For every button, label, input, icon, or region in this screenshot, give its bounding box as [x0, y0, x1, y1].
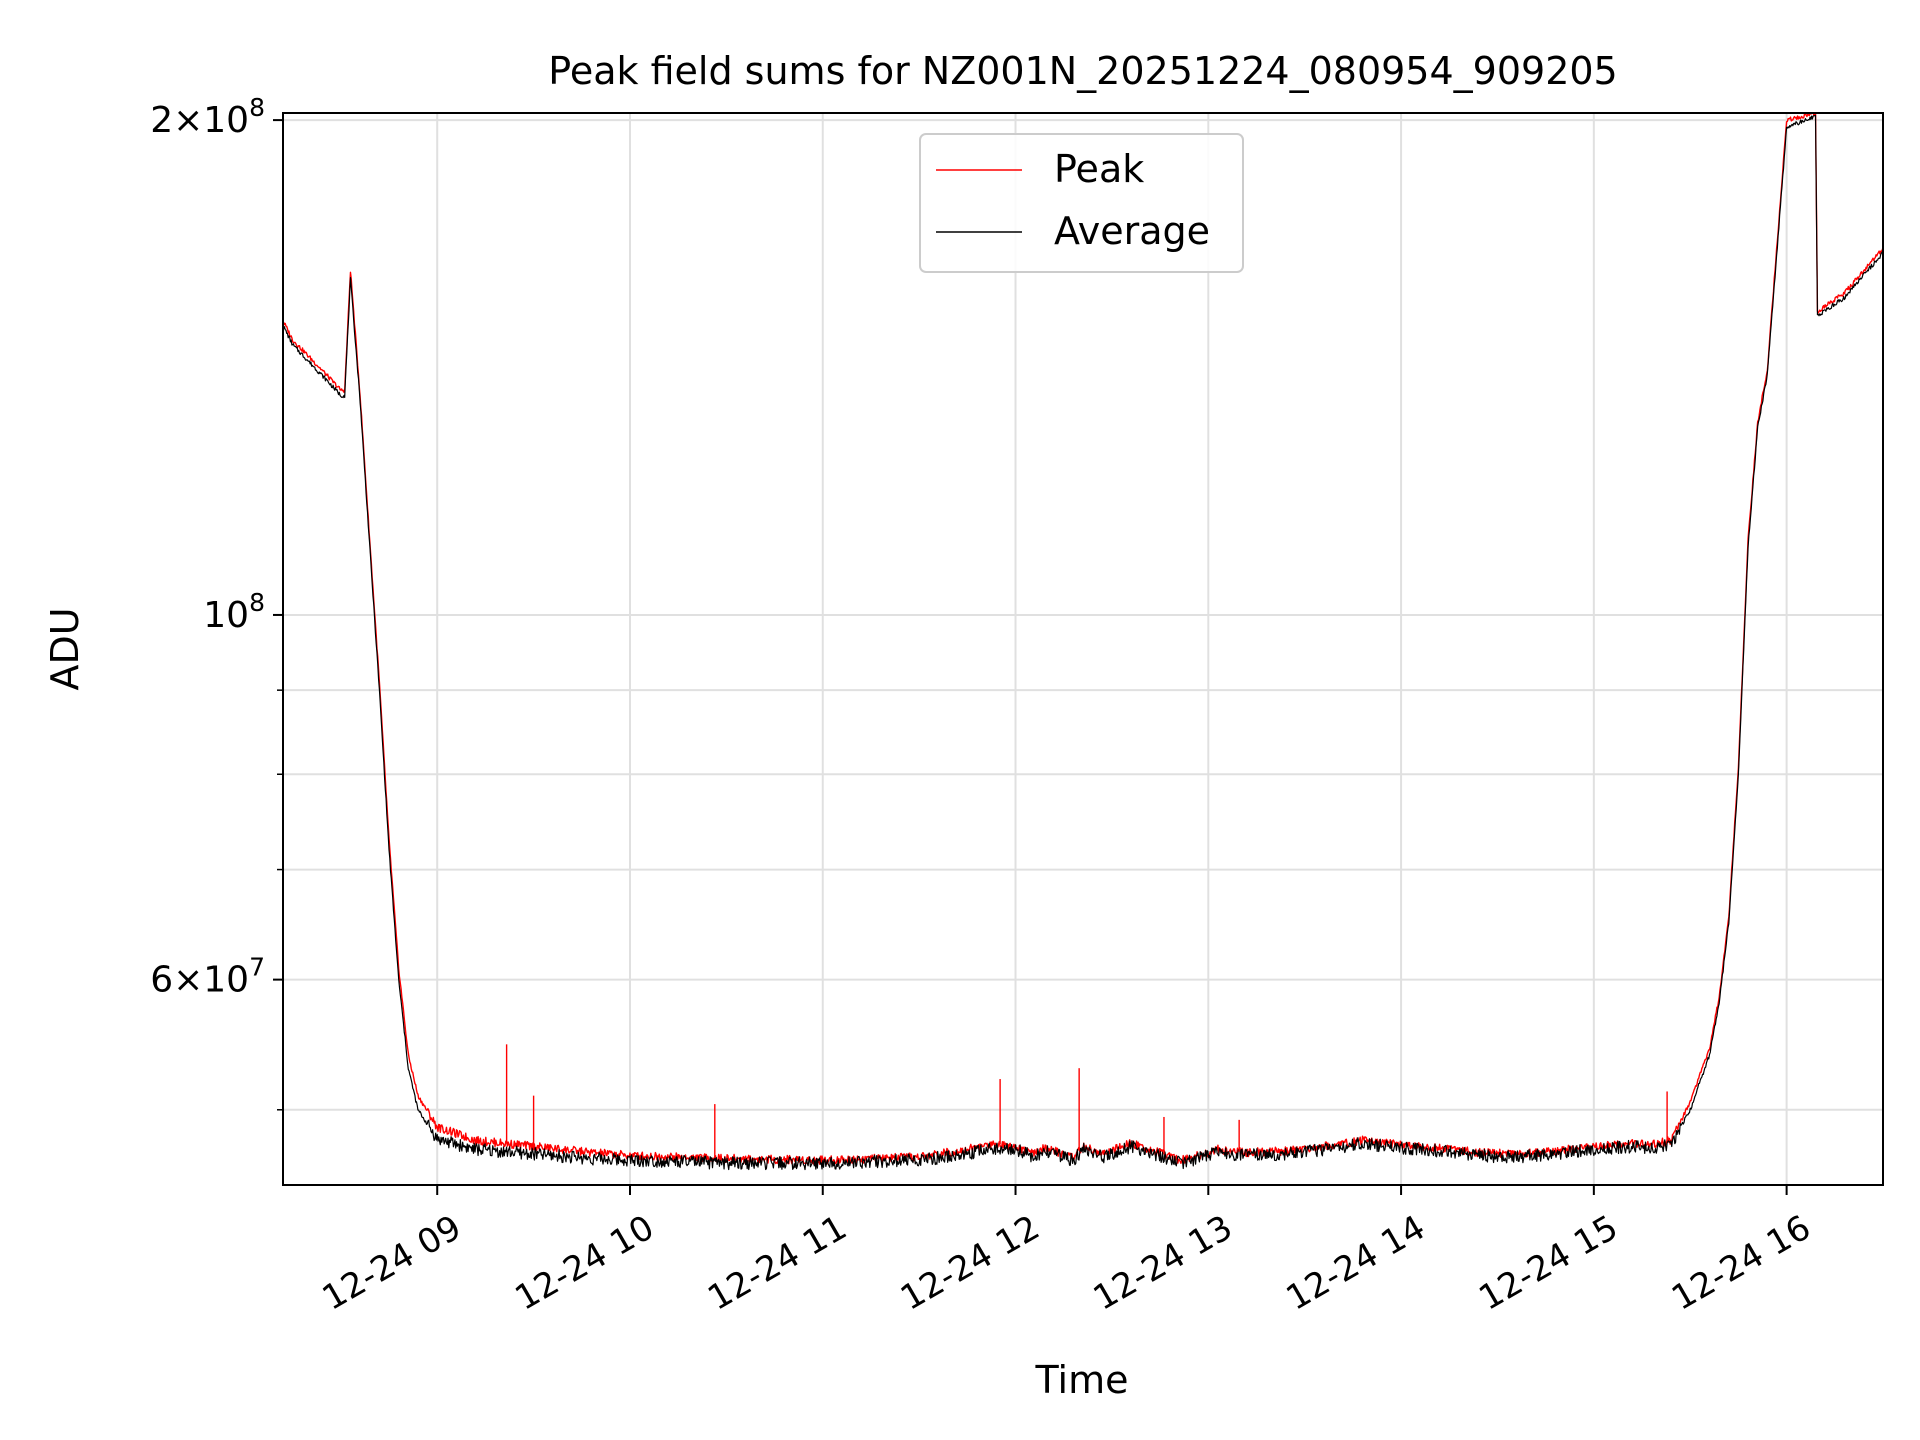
legend-label-peak: Peak: [1054, 147, 1144, 191]
y-tick-label: 6×107: [150, 953, 265, 1001]
y-axis-label: ADU: [43, 607, 87, 690]
y-tick-label: 2×108: [150, 93, 265, 141]
grid: [283, 113, 1883, 1185]
x-axis-label: Time: [1035, 1358, 1129, 1402]
plot-series: [283, 113, 1883, 1171]
series-line-average: [283, 114, 1883, 1171]
legend: Peak Average: [919, 133, 1244, 273]
legend-label-average: Average: [1054, 209, 1210, 253]
plot-area-frame: [282, 112, 1884, 1186]
chart-title: Peak field sums for NZ001N_20251224_0809…: [548, 49, 1617, 93]
y-tick-label: 108: [203, 588, 265, 636]
legend-box: [919, 133, 1244, 273]
